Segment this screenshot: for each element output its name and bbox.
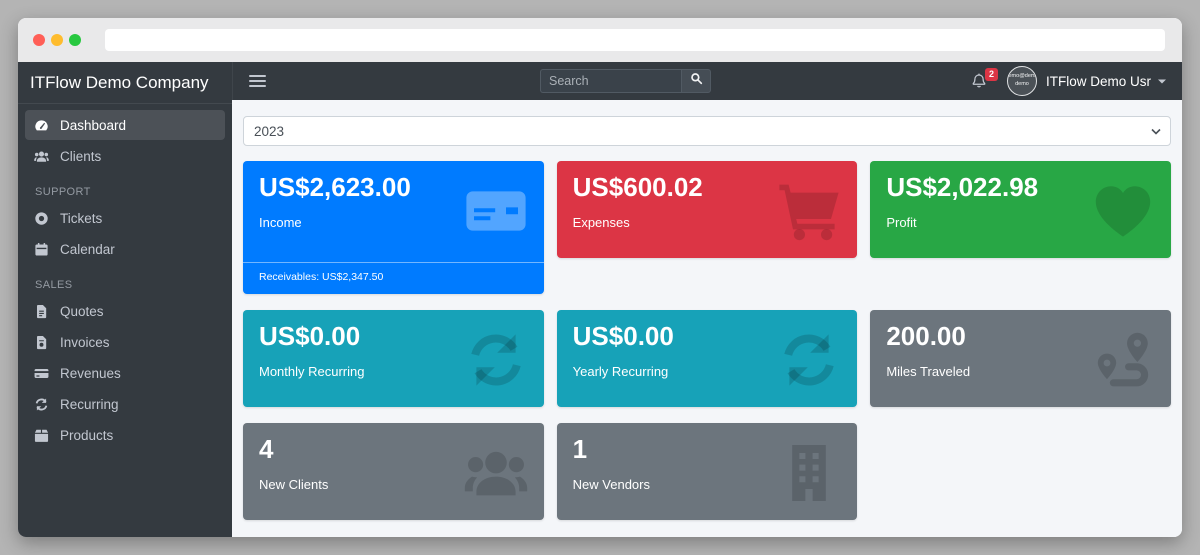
stat-label: New Vendors xyxy=(572,476,650,492)
stat-label: Income xyxy=(259,214,302,230)
shopping-cart-icon xyxy=(777,179,841,243)
users-icon xyxy=(34,149,49,164)
stat-value: US$2,623.00 xyxy=(259,172,411,202)
user-name: ITFlow Demo Usr xyxy=(1045,73,1151,89)
address-bar[interactable] xyxy=(105,29,1165,51)
sidebar-section-support: SUPPORT xyxy=(35,186,91,198)
stat-card-monthly-recurring: US$0.00 Monthly Recurring xyxy=(243,309,544,407)
stat-card-expenses: US$600.02 Expenses xyxy=(556,161,858,258)
stat-value: US$600.02 xyxy=(572,172,703,202)
user-menu-button[interactable]: ITFlow Demo Usr xyxy=(1046,74,1166,89)
avatar-text: demo xyxy=(1015,81,1029,87)
sidebar-item-label: Invoices xyxy=(60,334,110,350)
search-group xyxy=(540,69,711,93)
sidebar-item-products[interactable]: Products xyxy=(25,420,225,450)
close-window-button[interactable] xyxy=(33,34,45,46)
sidebar-item-label: Revenues xyxy=(60,365,121,381)
stat-value: US$0.00 xyxy=(259,320,361,351)
main-content: 2023 US$2,623.00 Income xyxy=(232,100,1182,537)
year-select[interactable]: 2023 xyxy=(243,116,1171,146)
stat-label: Profit xyxy=(886,214,917,230)
sidebar-item-quotes[interactable]: Quotes xyxy=(25,296,225,326)
sidebar-item-calendar[interactable]: Calendar xyxy=(25,234,225,264)
sidebar-item-label: Calendar xyxy=(60,241,115,257)
year-filter: 2023 xyxy=(243,116,1171,146)
bell-icon xyxy=(971,73,987,89)
stat-label: Yearly Recurring xyxy=(572,363,669,379)
search-input[interactable] xyxy=(540,69,681,93)
sidebar-item-label: Recurring xyxy=(60,396,119,412)
sync-icon xyxy=(34,397,49,412)
sidebar-item-clients[interactable]: Clients xyxy=(25,141,225,171)
sidebar-nav: Dashboard Clients SUPPORT Tickets xyxy=(18,104,232,457)
search-button[interactable] xyxy=(681,69,711,93)
heart-icon xyxy=(1091,179,1155,243)
stat-card-yearly-recurring: US$0.00 Yearly Recurring xyxy=(556,309,858,407)
stat-value: US$2,022.98 xyxy=(886,172,1039,202)
sidebar-item-dashboard[interactable]: Dashboard xyxy=(25,110,225,140)
navbar-right: 2 demo@demo demo ITFlow Demo Usr xyxy=(971,66,1166,96)
avatar[interactable]: demo@demo demo xyxy=(1006,66,1037,96)
minimize-window-button[interactable] xyxy=(51,34,63,46)
caret-down-icon xyxy=(1158,79,1166,84)
sidebar-item-label: Quotes xyxy=(60,303,104,319)
right-column: 2 demo@demo demo ITFlow Demo Usr xyxy=(232,62,1182,537)
stat-label: Miles Traveled xyxy=(886,363,971,379)
stat-value: 4 xyxy=(259,433,274,464)
sync-icon xyxy=(464,328,528,392)
credit-card-icon xyxy=(464,179,528,243)
notification-badge: 2 xyxy=(984,68,998,81)
stats-grid: US$2,623.00 Income Receivables: US$2,347… xyxy=(243,161,1171,520)
menu-toggle-button[interactable] xyxy=(249,74,266,88)
tachometer-icon xyxy=(34,118,49,133)
credit-card-icon xyxy=(34,366,49,381)
route-icon xyxy=(1091,328,1155,392)
stat-label: Expenses xyxy=(572,214,630,230)
sidebar: ITFlow Demo Company Dashboard Clients SU… xyxy=(18,62,232,537)
file-lines-icon xyxy=(34,304,49,319)
stat-value: 200.00 xyxy=(886,320,966,351)
sidebar-section-sales: SALES xyxy=(35,279,73,291)
avatar-text: demo@demo xyxy=(1006,73,1037,80)
sidebar-item-revenues[interactable]: Revenues xyxy=(25,358,225,388)
file-invoice-dollar-icon xyxy=(34,335,49,350)
stat-label: Monthly Recurring xyxy=(259,363,365,379)
stat-card-new-clients: 4 New Clients xyxy=(243,422,544,520)
top-navbar: 2 demo@demo demo ITFlow Demo Usr xyxy=(232,62,1182,100)
window-controls xyxy=(33,34,81,46)
sidebar-item-label: Dashboard xyxy=(60,117,127,133)
sidebar-item-label: Clients xyxy=(60,148,102,164)
building-icon xyxy=(777,441,841,505)
maximize-window-button[interactable] xyxy=(69,34,81,46)
stat-value: 1 xyxy=(572,433,588,464)
browser-window: ITFlow Demo Company Dashboard Clients SU… xyxy=(18,18,1182,537)
stat-card-profit: US$2,022.98 Profit xyxy=(870,161,1171,258)
stat-footer: Receivables: US$2,347.50 xyxy=(243,261,544,294)
users-icon xyxy=(464,441,528,505)
sidebar-item-label: Tickets xyxy=(60,210,103,226)
sidebar-item-recurring[interactable]: Recurring xyxy=(25,389,225,419)
stat-value: US$0.00 xyxy=(572,320,674,351)
stat-card-new-vendors: 1 New Vendors xyxy=(556,422,858,520)
life-ring-icon xyxy=(34,211,49,226)
sidebar-item-invoices[interactable]: Invoices xyxy=(25,327,225,357)
sidebar-item-label: Products xyxy=(60,427,114,443)
stat-card-miles-traveled: 200.00 Miles Traveled xyxy=(870,309,1171,407)
sidebar-item-tickets[interactable]: Tickets xyxy=(25,203,225,233)
brand-title[interactable]: ITFlow Demo Company xyxy=(18,62,232,104)
box-icon xyxy=(34,428,49,443)
browser-chrome xyxy=(18,18,1182,62)
sync-icon xyxy=(777,328,841,392)
calendar-icon xyxy=(34,242,49,257)
notifications-button[interactable]: 2 xyxy=(971,68,998,89)
app: ITFlow Demo Company Dashboard Clients SU… xyxy=(18,62,1182,537)
stat-card-income: US$2,623.00 Income Receivables: US$2,347… xyxy=(243,161,544,294)
stat-label: New Clients xyxy=(259,476,329,492)
search-icon xyxy=(690,72,703,90)
